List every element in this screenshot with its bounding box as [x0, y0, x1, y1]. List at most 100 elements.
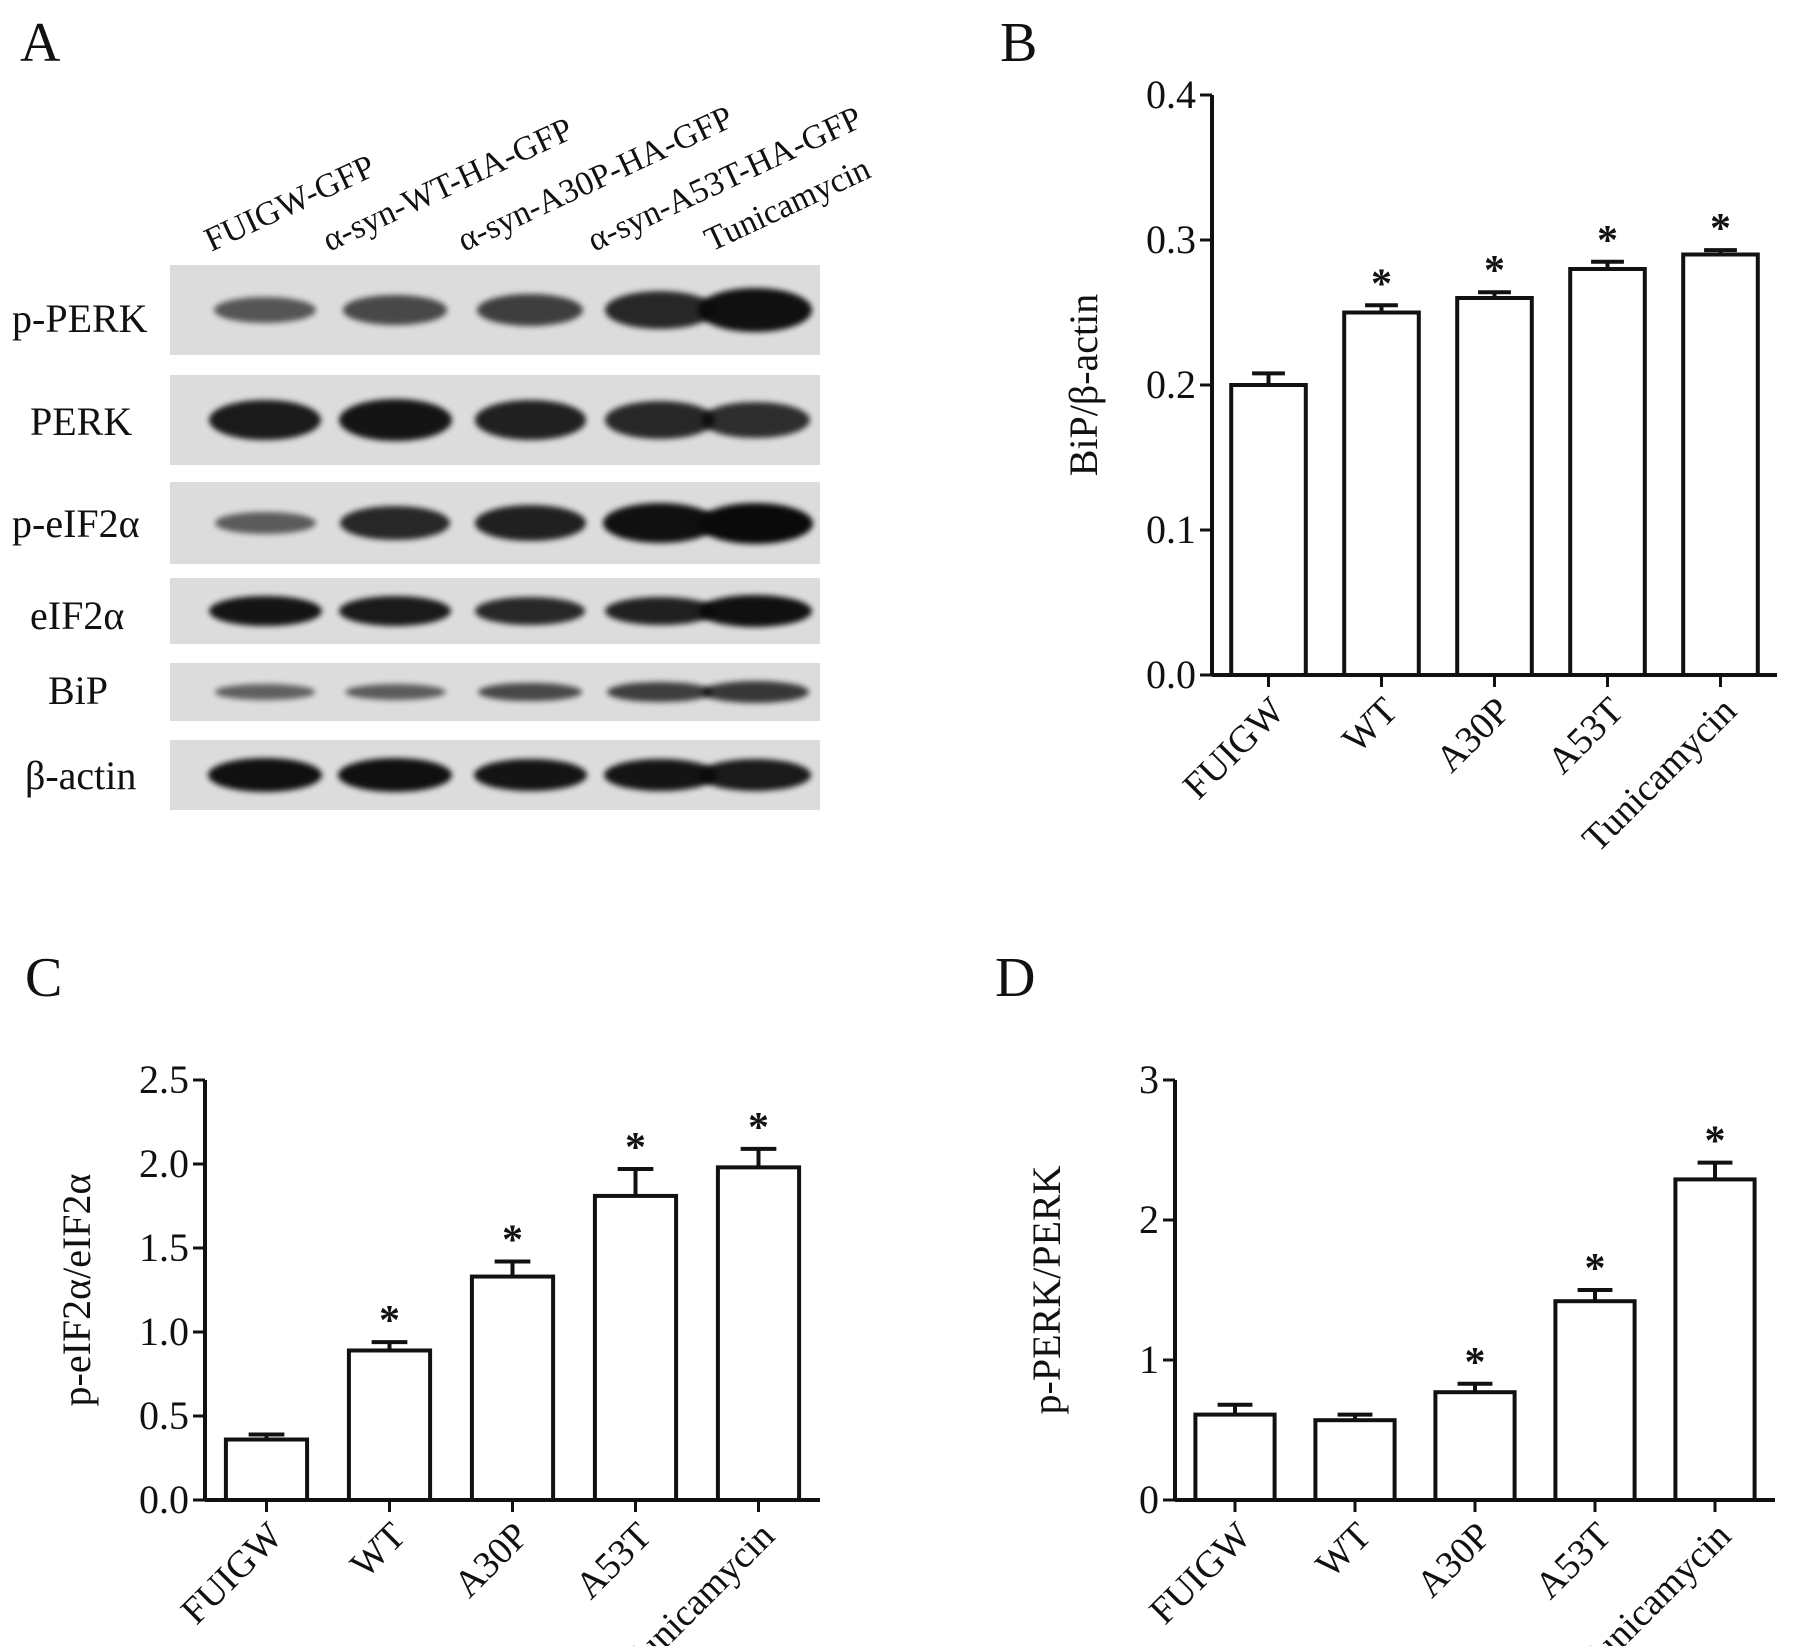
bar	[1313, 1418, 1397, 1503]
blot-band	[208, 758, 322, 792]
blot-band	[698, 595, 812, 627]
significance-marker: *	[1465, 1340, 1486, 1386]
bar	[469, 1274, 556, 1502]
y-axis-label: p-PERK/PERK	[1024, 1165, 1069, 1414]
bar	[1342, 310, 1421, 677]
x-tick-label: FUIGW	[173, 1515, 291, 1633]
blot-band	[478, 682, 582, 702]
blot-band	[605, 291, 715, 329]
blot-band	[475, 597, 585, 625]
significance-marker: *	[748, 1105, 769, 1151]
bar	[1673, 1177, 1757, 1502]
y-tick-label: 0	[1139, 1477, 1159, 1522]
significance-marker: *	[1710, 206, 1731, 252]
blot-row-perk	[170, 375, 820, 465]
panel-a-letter: A	[20, 12, 61, 74]
y-tick-label: 0.0	[1146, 652, 1196, 697]
bar	[1568, 267, 1647, 677]
y-tick-label: 0.3	[1146, 217, 1196, 262]
panel-c-letter: C	[25, 947, 63, 1009]
blot-row-label: BiP	[48, 668, 109, 713]
significance-marker: *	[1484, 248, 1505, 294]
x-tick-label: WT	[1334, 690, 1405, 761]
bar	[715, 1165, 802, 1503]
panel-b-letter: B	[1000, 12, 1038, 74]
bar	[1433, 1390, 1517, 1503]
x-tick-label: FUIGW	[1142, 1515, 1260, 1633]
y-tick-label: 0.4	[1146, 72, 1196, 117]
significance-marker: *	[1585, 1246, 1606, 1292]
x-tick-label: A53T	[1539, 690, 1631, 782]
blot-row-label: eIF2α	[30, 593, 125, 638]
x-tick-label: A30P	[1408, 1515, 1499, 1606]
y-tick-label: 1	[1139, 1337, 1159, 1382]
blot-band	[477, 293, 583, 326]
blot-band	[338, 398, 452, 442]
blot-band	[604, 596, 716, 626]
blot-band	[603, 758, 717, 792]
y-tick-label: 0.5	[139, 1393, 189, 1438]
blot-band	[699, 759, 811, 791]
bar	[346, 1348, 433, 1503]
y-tick-label: 3	[1139, 1057, 1159, 1102]
bar	[1455, 296, 1534, 677]
significance-marker: *	[1371, 261, 1392, 307]
blot-band	[338, 758, 452, 792]
y-tick-label: 0.2	[1146, 362, 1196, 407]
blot-row-p-perk	[170, 265, 820, 355]
blot-band	[701, 681, 809, 703]
x-tick-label: A53T	[1527, 1515, 1619, 1607]
significance-marker: *	[502, 1217, 523, 1263]
blot-band	[339, 596, 451, 626]
x-tick-label: WT	[1308, 1515, 1379, 1586]
bar	[1681, 252, 1760, 677]
blot-band	[214, 296, 316, 324]
blot-band	[208, 595, 322, 627]
y-axis-label: BiP/β-actin	[1061, 294, 1106, 477]
blot-band	[209, 399, 321, 441]
blot-row-eif2a	[170, 578, 820, 644]
significance-marker: *	[1705, 1119, 1726, 1165]
bar	[1553, 1299, 1637, 1503]
panel-d-letter: D	[995, 947, 1036, 1009]
blot-band	[214, 511, 316, 535]
bar	[1229, 383, 1308, 677]
blot-row-label: p-eIF2α	[12, 501, 140, 546]
blot-band	[605, 401, 715, 439]
y-tick-label: 0.0	[139, 1477, 189, 1522]
x-tick-label: WT	[342, 1515, 413, 1586]
bar	[592, 1193, 679, 1502]
x-tick-label: A30P	[446, 1515, 537, 1606]
blot-row-label: p-PERK	[12, 296, 148, 341]
significance-marker: *	[625, 1125, 646, 1171]
blot-band	[698, 288, 812, 332]
bar	[1193, 1412, 1277, 1503]
blot-band	[343, 295, 447, 325]
blot-band	[473, 758, 587, 792]
y-axis-label: p-eIF2α/eIF2α	[54, 1173, 99, 1406]
bar-chart-c: 0.0 0.5 1.0 1.5 2.0 2.5 p-eIF2α/eIF2α FUIGW * WT *…	[54, 1057, 820, 1646]
y-tick-label: 0.1	[1146, 507, 1196, 552]
x-tick-label: A30P	[1428, 690, 1519, 781]
bar-chart-b: 0.0 0.1 0.2 0.3 0.4 BiP/β-actin FUIGW * WT * A30P *…	[1061, 72, 1777, 860]
y-tick-label: 2.0	[139, 1141, 189, 1186]
x-tick-label: FUIGW	[1175, 690, 1293, 808]
blot-band	[215, 684, 315, 700]
y-tick-label: 2.5	[139, 1057, 189, 1102]
blot-band	[607, 681, 713, 703]
blot-band	[340, 505, 450, 541]
blot-row-beta-actin	[170, 740, 820, 810]
significance-marker: *	[379, 1298, 400, 1344]
blot-band	[344, 683, 446, 700]
y-tick-label: 2	[1139, 1197, 1159, 1242]
blot-band	[700, 401, 810, 439]
blot-row-label: PERK	[30, 399, 133, 444]
blot-band	[474, 505, 586, 541]
blot-band	[697, 502, 813, 544]
blot-band	[474, 400, 586, 440]
y-tick-label: 1.5	[139, 1225, 189, 1270]
blot-row-p-eif2a	[170, 482, 820, 564]
y-tick-label: 1.0	[139, 1309, 189, 1354]
bar	[223, 1437, 310, 1502]
